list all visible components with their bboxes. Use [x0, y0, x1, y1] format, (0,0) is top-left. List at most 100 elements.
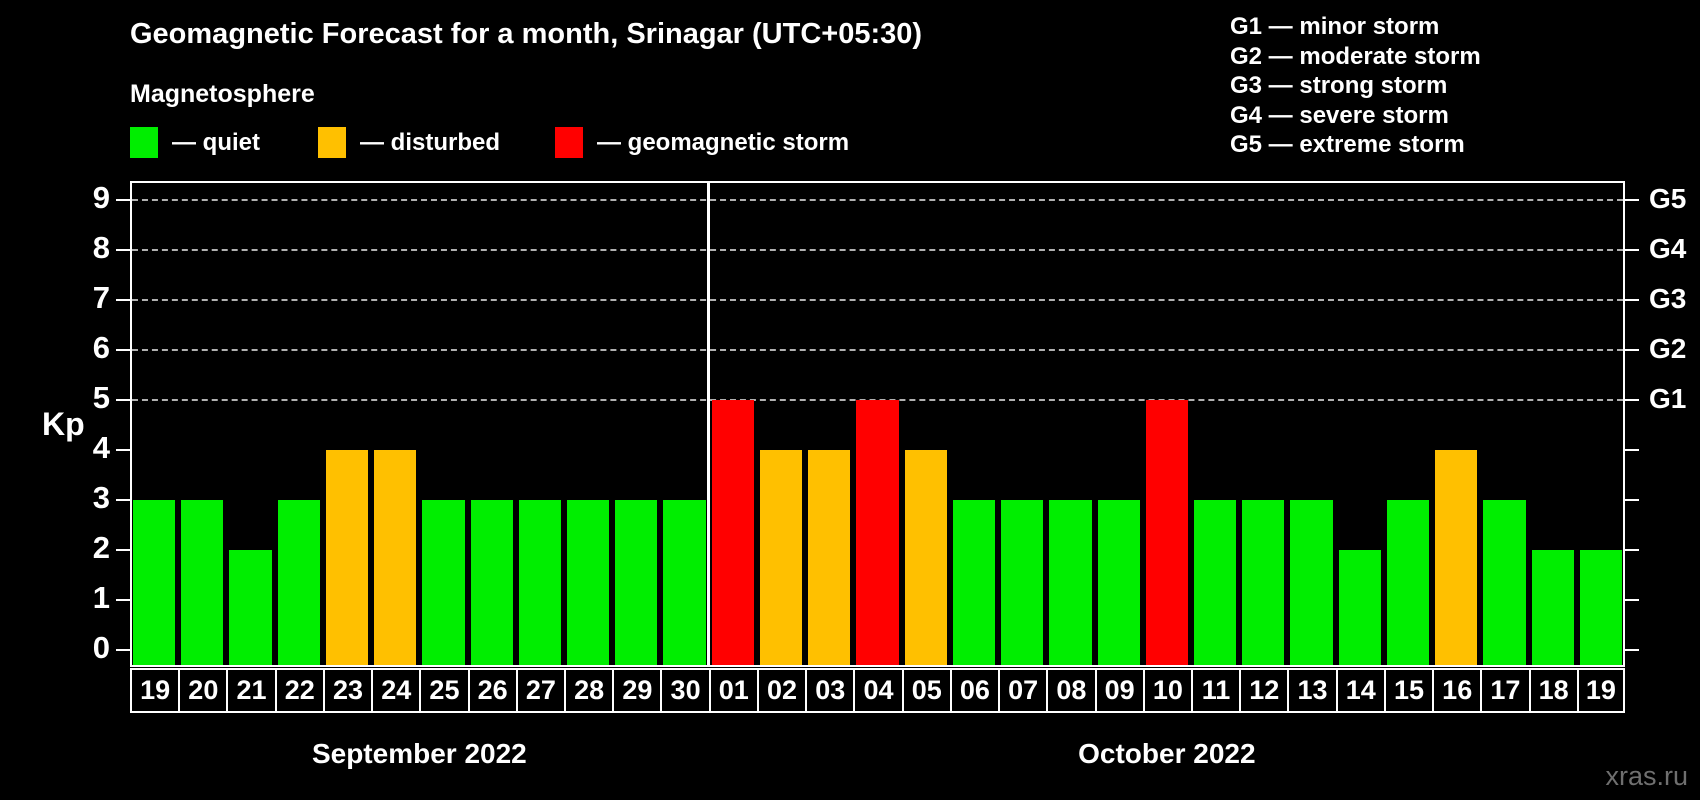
left-axis-tick: [116, 299, 130, 301]
kp-bar-day-27: [518, 500, 562, 665]
disturbed-color-swatch: [318, 127, 346, 158]
kp-bar-day-12: [1242, 500, 1285, 665]
day-label-box: 03: [805, 668, 856, 713]
gridline-kp9: [132, 199, 1623, 201]
gridline-kp8: [132, 249, 1623, 251]
kp-bar-day-04: [856, 400, 899, 665]
y-tick-label-1: 1: [92, 580, 110, 615]
kp-bar-day-19: [1579, 550, 1622, 665]
day-label-box: 27: [515, 668, 567, 713]
g-scale-label-g4: G4: [1649, 233, 1687, 264]
kp-bar-day-16: [1435, 450, 1478, 665]
legend-label-disturbed: — disturbed: [360, 128, 501, 156]
storm-scale-item-g2: G2 — moderate storm: [1230, 42, 1481, 70]
g-scale-label-g2: G2: [1649, 333, 1687, 364]
kp-bar-day-23: [325, 450, 369, 665]
kp-bar-day-15: [1386, 500, 1430, 665]
legend-label-quiet: — quiet: [172, 128, 260, 156]
storm-scale-item-g3: G3 — strong storm: [1230, 72, 1448, 99]
kp-bar-day-26: [470, 500, 513, 665]
quiet-color-swatch: [130, 127, 158, 158]
day-label-box: 23: [322, 668, 374, 713]
day-label-box: 16: [1432, 668, 1483, 713]
y-tick-label-9: 9: [92, 180, 110, 215]
kp-bar-day-06: [952, 500, 996, 665]
right-axis-tick: [1625, 299, 1639, 301]
day-label-box: 07: [998, 668, 1049, 713]
kp-bar-day-01: [711, 400, 754, 665]
day-label-box: 10: [1142, 668, 1193, 713]
gridline-kp6: [132, 349, 1623, 351]
left-axis-tick: [116, 449, 130, 451]
left-axis-tick: [116, 499, 130, 501]
kp-bar-day-21: [229, 550, 272, 665]
kp-bar-day-17: [1483, 500, 1526, 665]
day-label-box: 18: [1528, 668, 1579, 713]
day-label-box: 06: [949, 668, 1001, 713]
day-label-box: 01: [708, 668, 759, 713]
magnetosphere-label: Magnetosphere: [130, 80, 315, 108]
y-tick-label-2: 2: [92, 530, 110, 565]
chart-title: Geomagnetic Forecast for a month, Srinag…: [130, 18, 923, 50]
left-axis-tick: [116, 649, 130, 651]
day-label-box: 12: [1239, 668, 1290, 713]
right-axis-tick: [1625, 599, 1639, 601]
left-axis-tick: [116, 249, 130, 251]
kp-bar-day-20: [181, 500, 224, 665]
left-axis-tick: [116, 349, 130, 351]
left-axis-tick: [116, 549, 130, 551]
right-axis-tick: [1625, 449, 1639, 451]
month-label-october: October 2022: [1078, 738, 1256, 769]
day-label-box: 13: [1287, 668, 1338, 713]
day-label-box: 30: [660, 668, 711, 713]
legend-item-storm: — geomagnetic storm: [555, 127, 849, 158]
watermark: xras.ru: [1605, 761, 1688, 791]
legend-item-disturbed: — disturbed: [318, 127, 500, 158]
day-label-box: 08: [1046, 668, 1097, 713]
kp-bar-day-25: [422, 500, 465, 665]
day-label-box: 11: [1190, 668, 1242, 713]
y-tick-label-6: 6: [92, 330, 110, 365]
left-axis-tick: [116, 599, 130, 601]
kp-bar-day-11: [1193, 500, 1237, 665]
left-axis-tick: [116, 399, 130, 401]
kp-bar-day-22: [277, 500, 320, 665]
day-label-box: 24: [371, 668, 422, 713]
storm-color-swatch: [555, 127, 583, 158]
day-label-box: 19: [130, 668, 181, 713]
kp-bar-day-13: [1290, 500, 1333, 665]
y-tick-label-4: 4: [92, 430, 110, 465]
g-scale-label-g1: G1: [1649, 383, 1687, 414]
y-axis-label: Kp: [42, 406, 85, 442]
day-label-box: 04: [853, 668, 904, 713]
storm-scale-item-g1: G1 — minor storm: [1230, 13, 1440, 40]
y-tick-label-5: 5: [92, 380, 110, 415]
kp-bar-day-07: [1001, 500, 1044, 665]
right-axis-tick: [1625, 649, 1639, 651]
day-label-box: 05: [901, 668, 952, 713]
right-axis-tick: [1625, 349, 1639, 351]
right-axis-tick: [1625, 399, 1639, 401]
kp-bar-day-29: [615, 500, 658, 665]
kp-bar-day-08: [1049, 500, 1092, 665]
day-label-box: 28: [564, 668, 615, 713]
day-label-box: 02: [756, 668, 808, 713]
day-label-box: 22: [274, 668, 325, 713]
y-tick-label-8: 8: [92, 230, 110, 265]
legend-label-storm: — geomagnetic storm: [597, 128, 850, 156]
day-label-box: 20: [178, 668, 229, 713]
y-tick-label-7: 7: [92, 280, 110, 315]
day-label-box: 21: [226, 668, 277, 713]
g-scale-label-g5: G5: [1649, 183, 1687, 214]
day-label-box: 29: [612, 668, 663, 713]
right-axis-tick: [1625, 549, 1639, 551]
storm-scale-item-g5: G5 — extreme storm: [1230, 131, 1465, 158]
left-axis-tick: [116, 199, 130, 201]
y-tick-label-3: 3: [92, 480, 110, 515]
day-label-box: 17: [1480, 668, 1531, 713]
right-axis-tick: [1625, 499, 1639, 501]
kp-bar-day-14: [1338, 550, 1381, 665]
kp-bar-day-09: [1097, 500, 1140, 665]
day-label-box: 15: [1383, 668, 1435, 713]
